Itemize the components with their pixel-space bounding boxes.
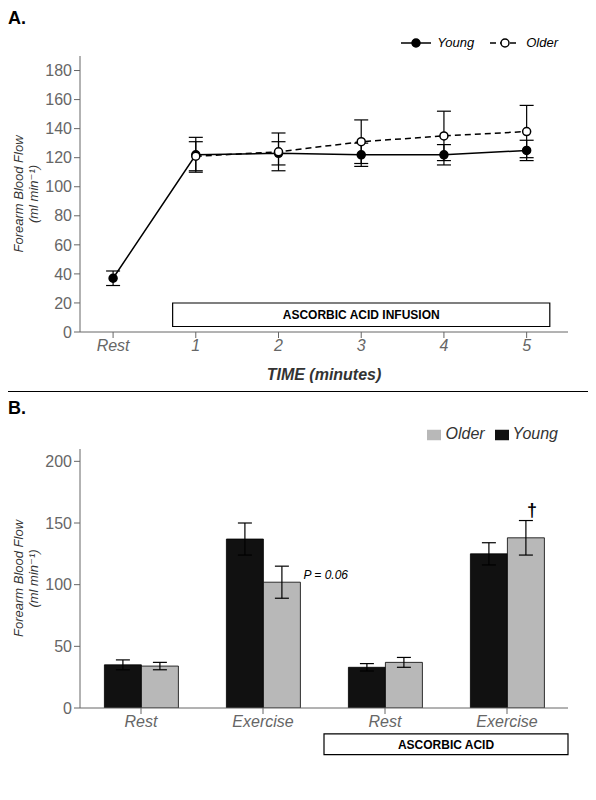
svg-text:TIME (minutes): TIME (minutes) bbox=[267, 366, 382, 383]
svg-text:100: 100 bbox=[45, 178, 72, 195]
svg-text:120: 120 bbox=[45, 149, 72, 166]
svg-text:100: 100 bbox=[45, 576, 72, 593]
svg-text:Rest: Rest bbox=[369, 713, 402, 730]
svg-text:Forearm Blood Flow(ml min⁻¹): Forearm Blood Flow(ml min⁻¹) bbox=[11, 134, 42, 253]
svg-text:200: 200 bbox=[45, 453, 72, 470]
svg-text:ASCORBIC ACID INFUSION: ASCORBIC ACID INFUSION bbox=[283, 308, 440, 322]
html-text:Young: Young bbox=[512, 425, 558, 442]
svg-text:†: † bbox=[527, 500, 537, 520]
svg-text:180: 180 bbox=[45, 62, 72, 79]
svg-text:0: 0 bbox=[63, 324, 72, 341]
svg-text:1: 1 bbox=[191, 337, 200, 354]
svg-text:150: 150 bbox=[45, 515, 72, 532]
svg-text:160: 160 bbox=[45, 91, 72, 108]
svg-text:Rest: Rest bbox=[125, 713, 158, 730]
svg-text:60: 60 bbox=[54, 237, 72, 254]
svg-text:40: 40 bbox=[54, 266, 72, 283]
svg-text:Forearm Blood Flow(ml min⁻¹): Forearm Blood Flow(ml min⁻¹) bbox=[11, 518, 42, 637]
svg-text:P = 0.06: P = 0.06 bbox=[303, 568, 348, 582]
svg-text:4: 4 bbox=[439, 337, 448, 354]
svg-text:0: 0 bbox=[63, 700, 72, 717]
svg-text:20: 20 bbox=[54, 295, 72, 312]
html-text:B.: B. bbox=[8, 398, 26, 418]
svg-text:80: 80 bbox=[54, 207, 72, 224]
svg-text:3: 3 bbox=[357, 337, 366, 354]
html-text:Older: Older bbox=[526, 35, 558, 50]
svg-text:140: 140 bbox=[45, 120, 72, 137]
svg-text:5: 5 bbox=[522, 337, 531, 354]
svg-text:Exercise: Exercise bbox=[476, 713, 537, 730]
svg-text:2: 2 bbox=[273, 337, 283, 354]
html-text:A.: A. bbox=[8, 8, 26, 28]
svg-text:Rest: Rest bbox=[97, 337, 130, 354]
svg-text:ASCORBIC ACID: ASCORBIC ACID bbox=[398, 738, 495, 752]
html-text:Older: Older bbox=[445, 425, 485, 442]
svg-text:50: 50 bbox=[54, 638, 72, 655]
svg-text:Exercise: Exercise bbox=[232, 713, 293, 730]
html-text:Young: Young bbox=[437, 35, 475, 50]
